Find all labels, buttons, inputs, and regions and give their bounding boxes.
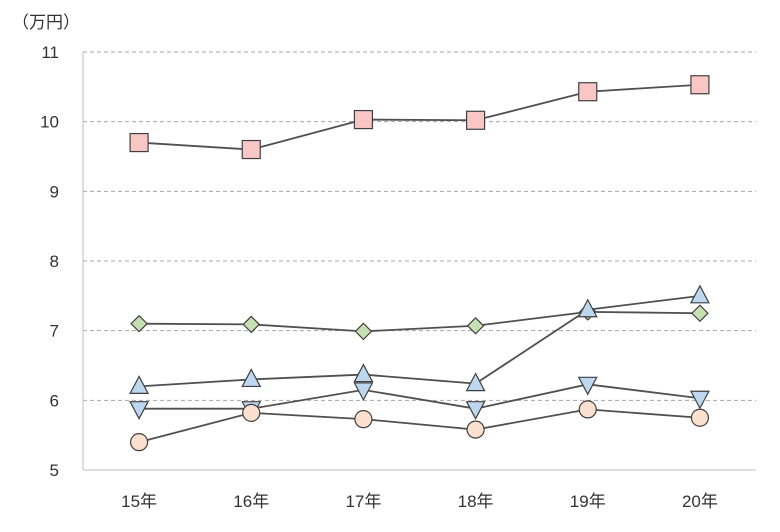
series-square <box>139 83 700 151</box>
axis-layer: 5 6 7 8 9 10 11 15年 16年 17年 18年 19年 20年 <box>40 43 756 511</box>
data-point-square-5 <box>690 75 710 95</box>
data-point-diamond-3 <box>466 316 485 335</box>
y-tick-label-9: 9 <box>50 182 59 201</box>
data-point-diamond-0 <box>130 314 148 333</box>
data-point-triangle-down-4 <box>577 376 598 396</box>
x-tick-label-5: 20年 <box>682 492 718 511</box>
series-triangle-up <box>139 294 701 388</box>
data-point-square-4 <box>578 82 598 102</box>
x-tick-label-2: 17年 <box>345 492 381 511</box>
data-point-triangle-down-5 <box>689 390 710 410</box>
data-point-triangle-up-3 <box>465 372 486 392</box>
series-line-diamond <box>139 310 700 333</box>
y-tick-label-6: 6 <box>50 391 59 410</box>
series-circle <box>138 408 700 444</box>
data-point-diamond-1 <box>242 315 261 334</box>
y-tick-label-8: 8 <box>50 252 59 271</box>
x-tick-label-4: 19年 <box>570 492 606 511</box>
y-tick-label-7: 7 <box>50 322 59 341</box>
data-point-circle-0 <box>129 433 149 452</box>
series-markers-circle <box>129 400 710 452</box>
series-line-circle <box>138 408 700 444</box>
data-point-circle-5 <box>690 408 710 427</box>
data-point-circle-3 <box>466 420 485 439</box>
data-point-circle-2 <box>354 410 373 429</box>
data-point-triangle-up-1 <box>241 368 262 388</box>
x-tick-label-1: 16年 <box>233 492 269 511</box>
series-markers-square <box>129 75 710 160</box>
y-tick-label-10: 10 <box>40 113 59 132</box>
grid-layer <box>83 51 756 401</box>
data-point-triangle-down-2 <box>353 382 374 402</box>
data-point-triangle-down-3 <box>465 401 486 420</box>
data-point-square-2 <box>353 109 374 130</box>
series-diamond <box>139 310 700 333</box>
data-point-triangle-up-4 <box>577 298 598 318</box>
data-point-square-0 <box>129 132 149 153</box>
series-line-triangle-up <box>139 294 701 388</box>
x-tick-label-3: 18年 <box>458 492 494 511</box>
data-point-triangle-up-2 <box>353 363 374 383</box>
series-markers-diamond <box>130 303 709 341</box>
x-tick-label-0: 15年 <box>121 492 157 511</box>
series-triangle-down <box>139 383 701 410</box>
data-point-square-1 <box>241 139 261 160</box>
series-line-square <box>139 83 700 151</box>
y-unit-label: （万円） <box>12 13 80 32</box>
series-layer <box>129 75 710 452</box>
data-point-diamond-2 <box>354 322 373 341</box>
data-point-triangle-up-0 <box>129 375 150 394</box>
data-point-diamond-5 <box>691 304 709 323</box>
data-point-triangle-up-5 <box>689 284 710 304</box>
series-markers-triangle-up <box>129 284 710 394</box>
series-line-triangle-down <box>139 383 701 410</box>
data-point-triangle-down-0 <box>129 401 150 420</box>
data-point-square-3 <box>465 110 486 130</box>
y-tick-label-5: 5 <box>50 461 59 480</box>
data-point-circle-1 <box>242 403 261 422</box>
y-tick-label-11: 11 <box>41 43 59 62</box>
data-point-circle-4 <box>578 400 597 419</box>
